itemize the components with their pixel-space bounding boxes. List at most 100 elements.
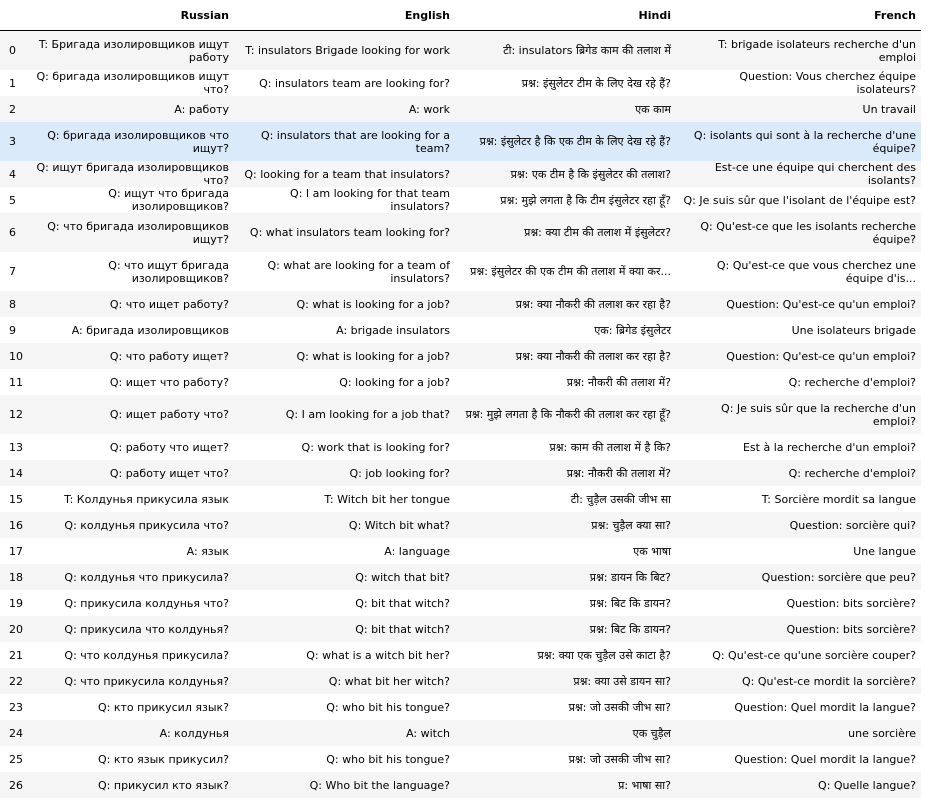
cell-french: Q: isolants qui sont à la recherche d'un… <box>693 128 916 155</box>
cell-hindi: एक: ब्रिगेड इंसुलेटर <box>594 323 671 337</box>
cell-english: Q: bit that witch? <box>355 596 450 610</box>
cell-russian: Q: прикусила что колдунья? <box>64 622 229 636</box>
cell-english: Q: work that is looking for? <box>301 440 450 454</box>
cell-hindi: प्रश्न: नौकरी की तलाश में? <box>566 375 671 389</box>
cell-hindi: प्रश्न: इंसुलेटर टीम के लिए देख रहे हैं? <box>521 76 671 90</box>
table-row: 12 Q: ищет работу что? Q: I am looking for… <box>0 395 921 434</box>
row-index: 21 <box>9 648 23 662</box>
cell-french: Q: Je suis sûr que la recherche d'un emp… <box>721 401 916 428</box>
table-row: 6 Q: что бригада изолировщиков ищут? Q: wh… <box>0 213 921 252</box>
cell-french: Q: recherche d'emploi? <box>788 466 916 480</box>
cell-english: Q: looking for a team that insulators? <box>244 167 450 181</box>
cell-russian: Q: ищет что работу? <box>109 375 229 389</box>
row-index: 10 <box>9 349 23 363</box>
cell-french: Q: Qu'est-ce mordit la sorcière? <box>741 674 916 688</box>
table-row-hovered: 3 Q: бригада изолировщиков что ищут? Q: in… <box>0 122 921 161</box>
cell-english: Q: insulators team are looking for? <box>259 76 450 90</box>
cell-english: Q: what bit her witch? <box>328 674 450 688</box>
cell-french: Question: bits sorcière? <box>786 622 916 636</box>
cell-english: Q: job looking for? <box>349 466 450 480</box>
cell-french: Question: Quel mordit la langue? <box>734 700 916 714</box>
cell-hindi: प्रश्न: क्या टीम की तलाश में इंसुलेटर? <box>524 226 671 239</box>
cell-russian: Q: кто прикусил язык? <box>98 700 229 714</box>
table-row: 4 Q: ищут бригада изолировщиков что? Q: lo… <box>0 161 921 187</box>
cell-french: Question: Vous cherchez équipe isolateur… <box>739 70 916 96</box>
row-index: 24 <box>9 726 23 740</box>
row-index: 7 <box>9 265 16 278</box>
cell-french: T: Sorcière mordit sa langue <box>761 492 916 506</box>
cell-english: Q: witch that bit? <box>355 570 450 584</box>
row-index: 26 <box>9 778 23 792</box>
cell-russian: Q: ищет работу что? <box>109 408 229 421</box>
table-row: 2 A: работу A: work एक काम Un travail <box>0 96 921 122</box>
cell-russian: Q: что прикусила колдунья? <box>64 674 229 688</box>
row-index: 14 <box>9 466 23 480</box>
cell-hindi: प्रश्न: डायन कि बिट? <box>589 570 671 584</box>
cell-hindi: प्रश्न: मुझे लगता है कि टीम इंसुलेटर रहा… <box>500 193 671 207</box>
cell-russian: Q: что ищет работу? <box>109 297 229 311</box>
header-english: English <box>234 0 455 31</box>
cell-hindi: प्रश्न: जो उसकी जीभ सा? <box>568 752 671 766</box>
cell-russian: Q: что колдунья прикусила? <box>64 648 229 662</box>
table-row: 5 Q: ищут что бригада изолировщиков? Q: I … <box>0 187 921 213</box>
table-row: 19 Q: прикусила колдунья что? Q: bit that … <box>0 590 921 616</box>
header-french: French <box>676 0 921 31</box>
table-row: 23 Q: кто прикусил язык? Q: who bit his to… <box>0 694 921 720</box>
row-index: 25 <box>9 752 23 766</box>
row-index: 8 <box>9 297 16 311</box>
cell-french: Une isolateurs brigade <box>791 323 916 337</box>
table-row: 10 Q: что работу ищет? Q: what is looking … <box>0 343 921 369</box>
cell-french: Question: sorcière que peu? <box>761 570 916 584</box>
translations-dataframe: Russian English Hindi French 0 T: Бригада… <box>0 0 921 792</box>
cell-hindi: एक भाषा <box>633 544 671 558</box>
cell-russian: Q: работу ищет что? <box>109 466 229 480</box>
cell-hindi: टी: insulators ब्रिगेड काम की तलाश में <box>503 44 671 57</box>
cell-english: Q: looking for a job? <box>339 375 450 389</box>
cell-english: Q: what is looking for a job? <box>296 349 450 363</box>
cell-hindi: एक चुड़ैल <box>632 726 671 740</box>
cell-russian: Q: колдунья что прикусила? <box>64 570 229 584</box>
cell-russian: Q: работу что ищет? <box>109 440 229 454</box>
row-index: 2 <box>9 102 16 116</box>
cell-hindi: एक काम <box>635 102 671 116</box>
cell-english: Q: I am looking for that team insulators… <box>290 187 450 213</box>
table-row: 7 Q: что ищут бригада изолировщиков? Q: wh… <box>0 252 921 291</box>
row-index: 4 <box>9 167 16 181</box>
cell-hindi: प्रश्न: इंसुलेटर है कि एक टीम के लिए देख… <box>479 135 671 148</box>
cell-hindi: प्रश्न: क्या उसे डायन सा? <box>573 674 671 688</box>
table-row: 14 Q: работу ищет что? Q: job looking for?… <box>0 460 921 486</box>
cell-french: Question: Qu'est-ce qu'un emploi? <box>726 297 916 311</box>
cell-french: Q: Quelle langue? <box>818 778 916 792</box>
row-index: 22 <box>9 674 23 688</box>
row-index: 6 <box>9 226 16 239</box>
cell-hindi: प्रश्न: क्या नौकरी की तलाश कर रहा है? <box>515 297 671 311</box>
table-row: 8 Q: что ищет работу? Q: what is looking f… <box>0 291 921 317</box>
output-scroll-area[interactable] <box>921 0 951 799</box>
table-row: 15 T: Колдунья прикусила язык T: Witch bit… <box>0 486 921 512</box>
cell-hindi: प्रश्न: क्या एक चुड़ैल उसे काटा है? <box>537 648 671 662</box>
row-index: 16 <box>9 518 23 532</box>
cell-french: Question: bits sorcière? <box>786 596 916 610</box>
cell-russian: Q: ищут что бригада изолировщиков? <box>108 187 229 213</box>
row-index: 1 <box>9 76 16 90</box>
cell-english: Q: I am looking for a job that? <box>285 408 450 421</box>
table-row: 17 A: язык A: language एक भाषा Une langue <box>0 538 921 564</box>
cell-hindi: प्रश्न: काम की तलाश में है कि? <box>549 440 671 454</box>
table-row: 21 Q: что колдунья прикусила? Q: what is a… <box>0 642 921 668</box>
row-index: 12 <box>9 408 23 421</box>
cell-russian: Q: ищут бригада изолировщиков что? <box>36 161 229 187</box>
cell-english: Q: Who bit the language? <box>309 778 450 792</box>
cell-french: Est à la recherche d'un emploi? <box>742 440 916 454</box>
cell-russian: Q: бригада изолировщиков ищут что? <box>36 70 229 96</box>
table-row: 18 Q: колдунья что прикусила? Q: witch tha… <box>0 564 921 590</box>
header-hindi: Hindi <box>455 0 676 31</box>
cell-russian: Q: что работу ищет? <box>109 349 229 363</box>
cell-english: Q: what is a witch bit her? <box>306 648 450 662</box>
cell-french: Q: Qu'est-ce que vous cherchez une équip… <box>716 258 916 285</box>
cell-russian: Q: бригада изолировщиков что ищут? <box>47 128 229 155</box>
cell-english: A: brigade insulators <box>336 323 450 337</box>
cell-english: T: Witch bit her tongue <box>324 492 450 506</box>
cell-hindi: प्रश्न: क्या नौकरी की तलाश कर रहा है? <box>515 349 671 363</box>
cell-english: A: language <box>384 544 450 558</box>
